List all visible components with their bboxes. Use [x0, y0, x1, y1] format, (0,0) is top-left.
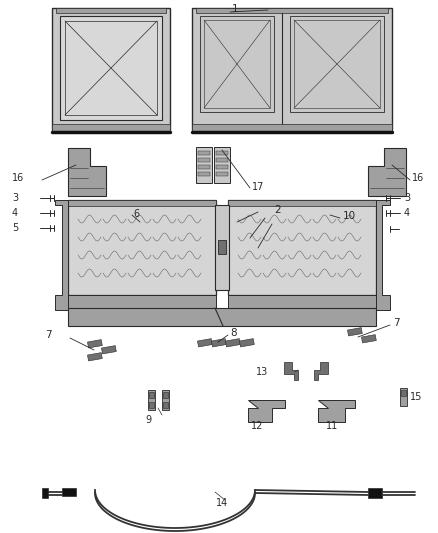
Bar	[198, 151, 210, 155]
Bar	[163, 402, 168, 408]
Polygon shape	[240, 338, 254, 347]
Polygon shape	[284, 362, 298, 380]
Bar	[198, 158, 210, 162]
Text: 14: 14	[216, 498, 228, 508]
Bar	[196, 8, 388, 13]
Text: 16: 16	[12, 173, 24, 183]
Polygon shape	[55, 200, 68, 310]
Polygon shape	[347, 328, 362, 336]
Text: 7: 7	[393, 318, 399, 328]
Bar	[198, 165, 210, 169]
Bar	[62, 488, 76, 496]
Polygon shape	[88, 340, 102, 348]
Bar	[216, 172, 228, 176]
Text: 7: 7	[46, 330, 52, 340]
Bar	[68, 200, 216, 295]
Text: 13: 13	[256, 367, 268, 377]
Polygon shape	[226, 338, 240, 347]
Bar	[163, 392, 168, 398]
Bar	[149, 392, 154, 398]
Bar	[56, 8, 166, 13]
Text: 2: 2	[274, 205, 281, 215]
Bar	[198, 172, 210, 176]
Bar	[192, 8, 392, 130]
Bar	[368, 488, 382, 498]
Polygon shape	[68, 148, 106, 196]
Polygon shape	[318, 400, 355, 422]
Bar	[192, 124, 392, 132]
Bar	[68, 200, 216, 206]
Bar	[42, 488, 48, 498]
Bar	[216, 158, 228, 162]
Bar	[68, 295, 216, 309]
Text: 11: 11	[326, 421, 338, 431]
Text: 5: 5	[12, 223, 18, 233]
Text: 4: 4	[404, 208, 410, 218]
Polygon shape	[212, 338, 226, 347]
Text: 3: 3	[404, 193, 410, 203]
Bar	[228, 200, 376, 206]
Polygon shape	[361, 335, 376, 343]
Polygon shape	[198, 338, 212, 347]
Bar	[60, 16, 162, 120]
Text: 10: 10	[343, 211, 356, 221]
Bar	[228, 295, 376, 309]
Text: 4: 4	[12, 208, 18, 218]
Bar	[216, 151, 228, 155]
Bar	[162, 390, 169, 410]
Text: 3: 3	[12, 193, 18, 203]
Bar	[200, 16, 274, 112]
Polygon shape	[368, 148, 406, 196]
Polygon shape	[88, 353, 102, 361]
Bar	[400, 388, 407, 406]
Text: 16: 16	[412, 173, 424, 183]
Bar	[218, 240, 226, 254]
Polygon shape	[102, 345, 117, 354]
Text: 1: 1	[232, 4, 239, 14]
Bar	[148, 390, 155, 410]
Text: 12: 12	[251, 421, 263, 431]
Bar	[68, 308, 376, 326]
Text: 8: 8	[230, 328, 237, 338]
Bar	[214, 147, 230, 183]
Bar	[228, 200, 376, 295]
Bar	[294, 20, 380, 108]
Polygon shape	[248, 400, 285, 422]
Text: 6: 6	[134, 209, 140, 219]
Bar	[149, 402, 154, 408]
Bar	[215, 205, 229, 290]
Bar	[65, 21, 157, 115]
Polygon shape	[314, 362, 328, 380]
Bar	[52, 8, 170, 130]
Text: 17: 17	[252, 182, 265, 192]
Text: 9: 9	[145, 415, 151, 425]
Bar	[204, 20, 270, 108]
Bar	[196, 147, 212, 183]
Bar	[216, 165, 228, 169]
Bar	[52, 124, 170, 132]
Bar	[290, 16, 384, 112]
Polygon shape	[376, 200, 390, 310]
Bar	[401, 390, 406, 396]
Text: 15: 15	[410, 392, 422, 402]
